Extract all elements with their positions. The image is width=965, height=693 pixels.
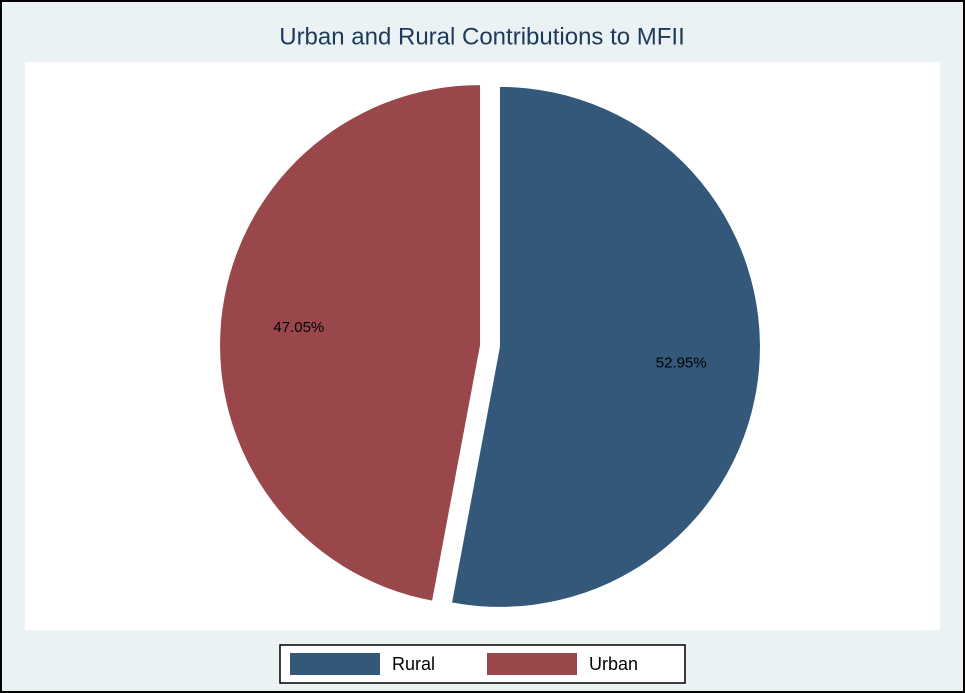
legend-label: Urban	[589, 654, 638, 674]
legend-swatch	[290, 653, 380, 675]
pie-slice	[452, 86, 760, 607]
slice-label: 47.05%	[273, 319, 324, 336]
legend-swatch	[487, 653, 577, 675]
slice-label: 52.95%	[656, 355, 707, 372]
chart-title: Urban and Rural Contributions to MFII	[279, 23, 685, 50]
legend-label: Rural	[392, 654, 435, 674]
pie-slice	[220, 85, 481, 601]
